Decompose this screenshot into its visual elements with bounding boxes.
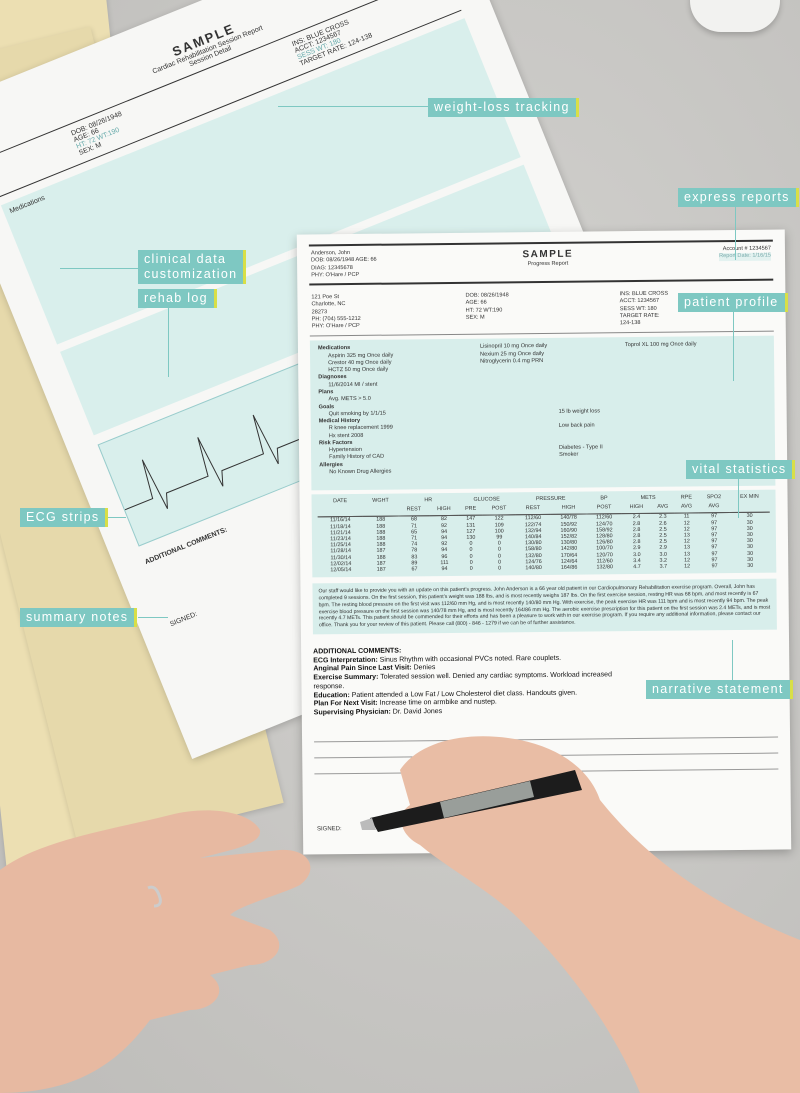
callout-narrative-statement: narrative statement <box>646 680 793 699</box>
left-hand-ring <box>147 885 162 908</box>
pen-icon <box>360 770 582 832</box>
callout-ecg-strips: ECG strips <box>20 508 109 527</box>
callout-rehab-log: rehab log <box>138 289 217 308</box>
callout-leader <box>138 617 168 618</box>
callout-summary-notes: summary notes <box>20 608 138 627</box>
callout-weight-loss-tracking: weight-loss tracking <box>428 98 579 117</box>
callout-patient-profile: patient profile <box>678 293 788 312</box>
callout-line: clinical data <box>144 252 227 266</box>
callout-leader <box>96 517 126 518</box>
callout-leader <box>733 311 734 381</box>
computer-mouse <box>690 0 780 32</box>
callout-leader <box>732 640 733 680</box>
callout-leader <box>60 268 138 269</box>
callout-leader <box>738 478 739 518</box>
callout-vital-statistics: vital statistics <box>686 460 796 479</box>
callout-line: customization <box>144 267 238 281</box>
callout-leader <box>278 106 428 107</box>
callout-express-reports: express reports <box>678 188 799 207</box>
right-hand <box>400 736 800 1093</box>
callout-leader <box>735 205 736 260</box>
left-hand <box>0 810 311 1093</box>
callout-clinical-data-customization: clinical data customization <box>138 250 247 284</box>
callout-leader <box>168 307 169 377</box>
